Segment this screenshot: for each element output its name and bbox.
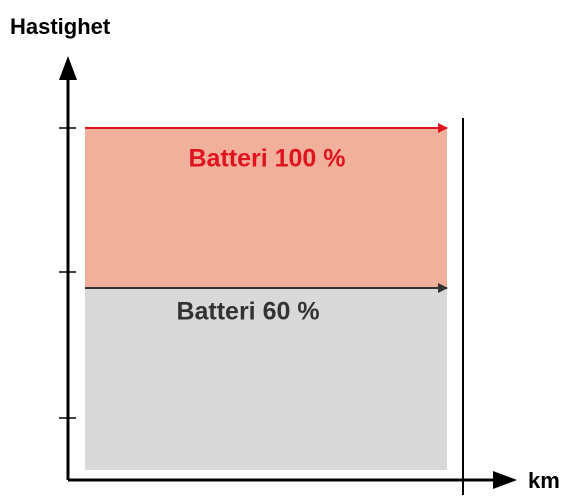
region-100 [85,128,447,288]
region-label: Batteri 100 % [188,145,345,173]
x-axis-label: km [528,468,560,493]
x-arrow [493,471,517,489]
y-axis-label: Hastighet [10,14,111,39]
y-arrow [59,56,77,80]
region-60 [85,288,447,470]
region-label: Batteri 60 % [176,298,319,326]
